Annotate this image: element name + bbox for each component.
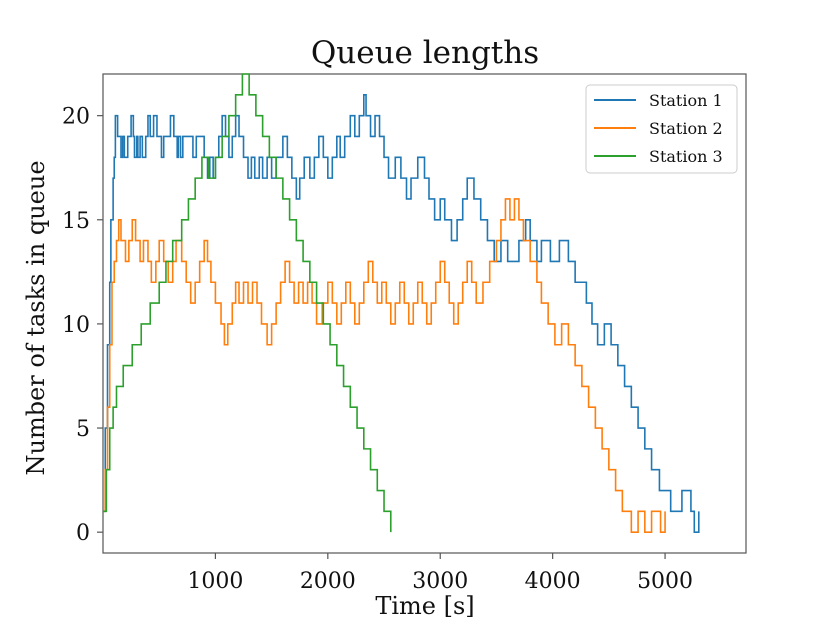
x-tick-label-5000: 5000 — [637, 569, 693, 594]
y-axis-ticks: 0 5 10 15 20 — [62, 105, 103, 546]
y-tick-label-0: 0 — [76, 521, 90, 546]
y-tick-label-10: 10 — [62, 313, 90, 338]
series-line-station-3 — [103, 73, 392, 533]
chart-title: Queue lengths — [311, 35, 539, 71]
series-line-station-1 — [103, 94, 700, 533]
x-axis-ticks: 1000 2000 3000 4000 5000 — [187, 553, 693, 594]
x-axis-label: Time [s] — [375, 592, 474, 620]
y-tick-label-5: 5 — [76, 417, 90, 442]
x-tick-label-2000: 2000 — [300, 569, 356, 594]
legend-label-station-3: Station 3 — [649, 147, 723, 166]
series-lines — [103, 73, 700, 533]
series-line-station-2 — [103, 198, 666, 533]
x-tick-label-3000: 3000 — [412, 569, 468, 594]
legend-label-station-1: Station 1 — [649, 91, 723, 110]
x-tick-label-4000: 4000 — [525, 569, 581, 594]
legend-box — [585, 84, 738, 174]
legend: Station 1 Station 2 Station 3 — [585, 84, 738, 174]
y-tick-label-20: 20 — [62, 105, 90, 130]
y-axis-label: Number of tasks in queue — [22, 160, 50, 475]
plot-frame — [102, 73, 747, 554]
y-tick-label-15: 15 — [62, 209, 90, 234]
legend-label-station-2: Station 2 — [649, 119, 723, 138]
x-tick-label-1000: 1000 — [187, 569, 243, 594]
